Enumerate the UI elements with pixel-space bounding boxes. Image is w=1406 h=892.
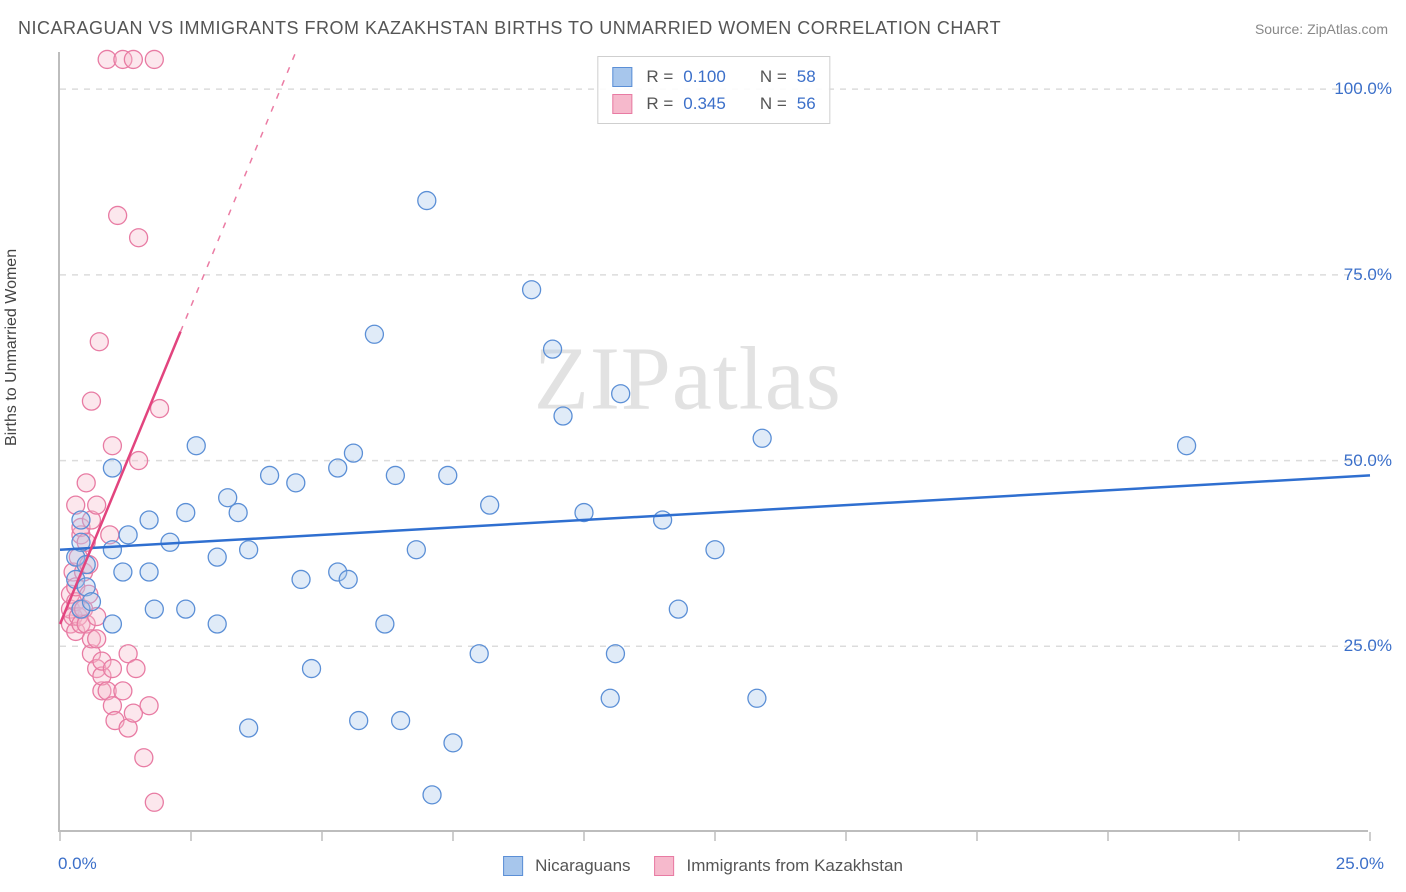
legend-correlation-row: R = 0.100 N = 58 (612, 63, 815, 90)
source-label: Source: ZipAtlas.com (1255, 21, 1388, 37)
legend-r-label: R = (646, 90, 673, 117)
legend-correlation: R = 0.100 N = 58 R = 0.345 N = 56 (597, 56, 830, 124)
legend-n-value: 58 (797, 63, 816, 90)
y-tick-label: 100.0% (1334, 79, 1392, 99)
legend-correlation-row: R = 0.345 N = 56 (612, 90, 815, 117)
x-tick-label-left: 0.0% (58, 854, 97, 874)
legend-series-item: Immigrants from Kazakhstan (655, 856, 903, 876)
legend-swatch (503, 856, 523, 876)
x-tick-label-right: 25.0% (1336, 854, 1384, 874)
y-tick-label: 75.0% (1344, 265, 1392, 285)
legend-r-label: R = (646, 63, 673, 90)
legend-series-label: Immigrants from Kazakhstan (687, 856, 903, 876)
chart-title: NICARAGUAN VS IMMIGRANTS FROM KAZAKHSTAN… (18, 18, 1001, 39)
legend-series: Nicaraguans Immigrants from Kazakhstan (503, 856, 903, 876)
y-axis-title: Births to Unmarried Women (3, 249, 21, 446)
legend-r-value: 0.345 (683, 90, 726, 117)
y-tick-label: 25.0% (1344, 636, 1392, 656)
plot-area: ZIPatlas R =0.100N =58R =0.345N =56 (58, 52, 1368, 832)
scatter-layer (60, 52, 1368, 830)
legend-series-item: Nicaraguans (503, 856, 630, 876)
legend-n-label: N = (760, 63, 787, 90)
legend-swatch (612, 94, 632, 114)
legend-swatch (655, 856, 675, 876)
legend-series-label: Nicaraguans (535, 856, 630, 876)
legend-r-value: 0.100 (683, 63, 726, 90)
legend-swatch (612, 67, 632, 87)
legend-n-label: N = (760, 90, 787, 117)
y-tick-label: 50.0% (1344, 451, 1392, 471)
legend-n-value: 56 (797, 90, 816, 117)
